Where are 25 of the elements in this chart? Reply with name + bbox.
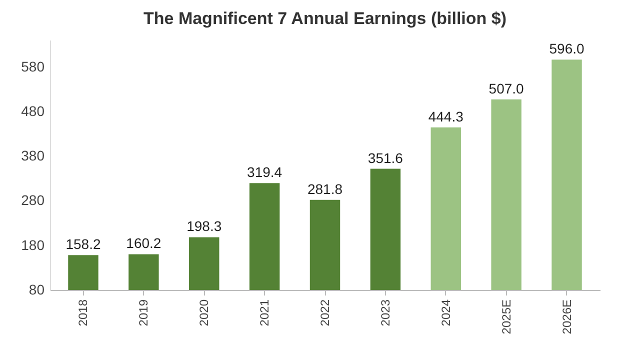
x-tick-label: 2020 bbox=[197, 299, 212, 326]
x-tick-label: 2023 bbox=[378, 299, 392, 326]
x-tick-label: 2021 bbox=[258, 299, 272, 326]
y-tick-label: 280 bbox=[21, 192, 45, 208]
x-tick-label: 2022 bbox=[318, 299, 332, 326]
y-tick-label: 580 bbox=[21, 58, 45, 74]
x-tick-label: 2024 bbox=[438, 299, 453, 326]
data-label: 198.3 bbox=[186, 218, 222, 234]
chart-title: The Magnificent 7 Annual Earnings (billion $) bbox=[143, 9, 507, 28]
data-label: 281.8 bbox=[307, 180, 343, 197]
data-label: 160.2 bbox=[126, 235, 162, 252]
y-tick-label: 380 bbox=[21, 148, 45, 164]
data-label: 319.4 bbox=[247, 164, 282, 180]
data-label: 507.0 bbox=[488, 80, 524, 96]
y-tick-label: 480 bbox=[21, 102, 45, 119]
data-label: 351.6 bbox=[368, 150, 404, 166]
data-label: 158.2 bbox=[66, 236, 101, 252]
data-label: 444.3 bbox=[428, 108, 464, 124]
x-tick-label: 2026E bbox=[560, 300, 574, 334]
x-tick-label: 2025E bbox=[499, 300, 514, 334]
y-tick-label: 80 bbox=[28, 282, 45, 298]
y-tick-label: 180 bbox=[21, 236, 45, 253]
data-label: 596.0 bbox=[549, 40, 584, 57]
x-tick-label: 2019 bbox=[136, 299, 151, 326]
x-tick-label: 2018 bbox=[76, 299, 90, 326]
